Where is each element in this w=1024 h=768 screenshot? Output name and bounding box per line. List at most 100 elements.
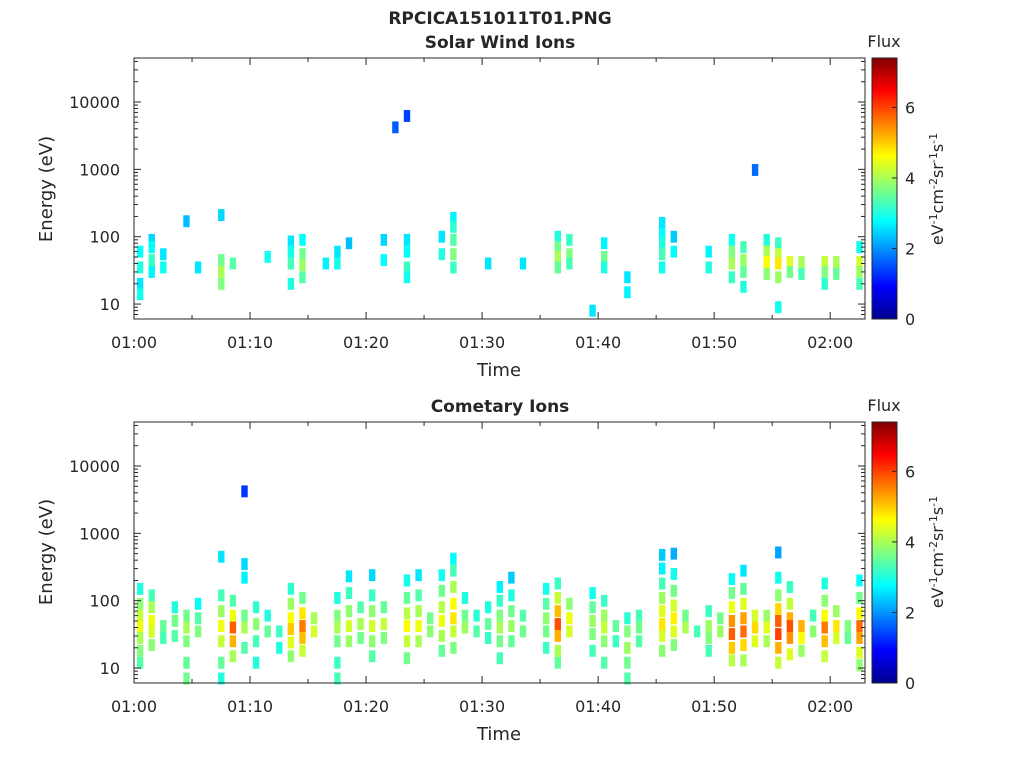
spectrogram-cell [740,625,747,638]
spectrogram-cell [229,609,237,622]
spectrogram-cell [775,571,782,584]
spectrogram-cell [496,635,503,648]
spectrogram-cell [218,605,225,618]
spectrogram-cell [241,641,248,654]
spectrogram-cell [775,248,782,261]
spectrogram-cell [670,625,677,638]
spectrogram-cell [241,571,248,584]
spectrogram-cell [751,635,759,648]
spectrogram-cell [821,577,828,590]
spectrogram-cell [183,609,190,622]
spectrogram-cell [136,620,144,632]
panel-title-solar-wind: Solar Wind Ions [425,33,576,53]
spectrogram-cell [775,603,782,616]
spectrogram-cell [345,620,353,632]
spectrogram-cell [450,581,457,593]
spectrogram-cell [427,625,434,638]
spectrogram-cell [334,635,341,648]
spectrogram-cell [357,618,364,630]
spectrogram-cell [160,620,167,632]
spectrogram-cell [299,233,306,246]
spectrogram-cell [821,266,828,278]
spectrogram-cell [635,621,643,634]
spectrogram-cell [740,639,747,651]
spectrogram-cell [659,261,666,274]
spectrogram-cell [438,584,445,597]
colorbar-tick-label: 0 [905,674,915,693]
spectrogram-cell [264,609,271,622]
spectrogram-cell [612,635,619,648]
spectrogram-cell [601,609,608,622]
spectrogram-cell [403,261,411,274]
spectrogram-cell [566,612,573,625]
spectrogram-cell [369,605,376,618]
spectrogram-cell [554,605,561,618]
spectrogram-cell [659,644,666,657]
spectrogram-cell [357,601,364,614]
spectrogram-cell [659,248,666,261]
spectrogram-cell [403,607,411,620]
y-axis-label: Energy (eV) [36,136,57,242]
spectrogram-cell [519,257,527,270]
spectrogram-cell [635,635,643,648]
spectrogram-cell [775,301,782,314]
colorbar-tick-label: 0 [905,310,915,329]
spectrogram-cell [276,625,283,638]
spectrogram-cell [218,672,225,685]
spectrogram-cell [740,241,747,254]
spectrogram-cell [775,257,782,270]
spectrogram-cell [252,656,260,669]
y-tick-label: 10000 [69,457,120,476]
spectrogram-cell [589,587,596,599]
spectrogram-cell [427,612,434,625]
y-axis-ticks: 10 100 1000 10000 [69,424,865,684]
spectrogram-cell [310,625,318,638]
spectrogram-cell [682,609,689,622]
spectrogram-cell [809,609,817,622]
spectrogram-cell [844,632,852,644]
spectrogram-cell [554,251,561,263]
spectrogram-cell [485,632,492,644]
spectrogram-cell [554,644,561,657]
spectrogram-cell [218,550,225,563]
spectrogram-cell [148,639,155,651]
spectrogram-cell [136,609,144,622]
spectrogram-cell [496,581,503,593]
spectrogram-cell [380,632,387,644]
spectrogram-cell [589,644,596,657]
spectrogram-cell [566,233,573,246]
spectrogram-cell [438,615,445,627]
spectrogram-cell [589,601,596,614]
spectrogram-cell [287,636,295,649]
spectrogram-cell [473,609,480,622]
spectrogram-cell [543,612,550,625]
spectrogram-cell [334,621,341,634]
spectrogram-cell [218,266,225,278]
spectrogram-cell [496,609,503,622]
spectrogram-cell [369,620,376,632]
spectrogram-cell [229,621,237,634]
spectrogram-cell [728,587,736,599]
spectrogram-cell [345,635,353,648]
spectrogram-cell [763,256,770,268]
spectrogram-cell [485,601,492,614]
spectrogram-cell [160,248,167,261]
spectrogram-cell [763,245,770,258]
spectrogram-cell [218,620,225,632]
spectrogram-cell [554,241,561,254]
spectrogram-cell [856,574,863,587]
spectrogram-cell [438,644,445,657]
spectrogram-cell [705,261,712,274]
spectrogram-cell [728,271,736,284]
spectrogram-cell [601,621,608,634]
spectrogram-cell [287,612,295,625]
spectrogram-cell [508,620,515,632]
spectrogram-cell [380,618,387,630]
spectrogram-cell [345,570,353,583]
spectrogram-cell [380,233,387,246]
spectrogram-cell [543,625,550,638]
spectrogram-cell [415,605,422,618]
spectrogram-cell [786,648,794,661]
spectrogram-cell [438,630,445,642]
y-tick-label: 100 [89,228,120,247]
